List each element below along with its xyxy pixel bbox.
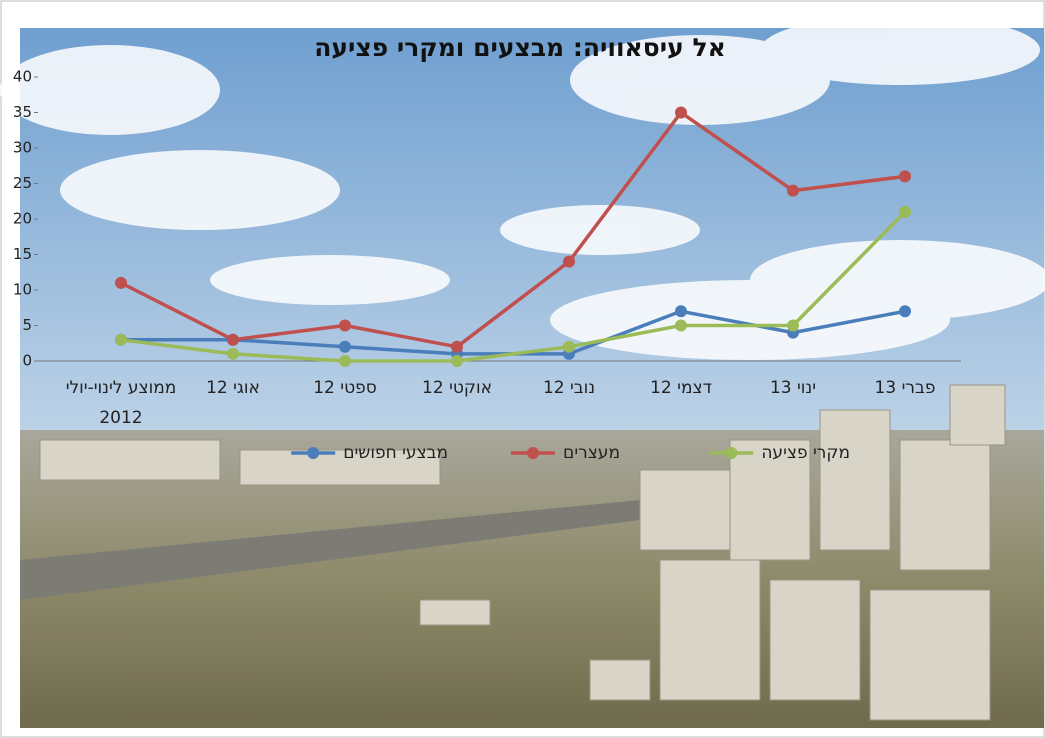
- y-tick-label: 10: [13, 281, 32, 299]
- chart: אל עיסאוויה: מבצעים ומקרי פציעה 0 5 10 15 20…: [0, 0, 1045, 738]
- point: [675, 320, 687, 332]
- legend-label: מבצעי חפושים: [343, 443, 448, 463]
- point: [563, 256, 575, 268]
- legend-swatch-dot: [307, 447, 319, 459]
- point: [339, 341, 351, 353]
- point: [563, 341, 575, 353]
- point: [339, 355, 351, 367]
- y-tick-label: 40: [13, 68, 32, 86]
- point: [787, 320, 799, 332]
- legend-label: מקרי פציעה: [761, 443, 850, 463]
- point: [899, 206, 911, 218]
- page: אל עיסאוויה: מבצעים ומקרי פציעה 0 5 10 15 20…: [0, 0, 1045, 738]
- y-tick-label: 35: [13, 103, 32, 121]
- y-tick-label: 5: [22, 316, 32, 334]
- x-tick-label: פברי 13: [835, 373, 975, 403]
- point: [899, 170, 911, 182]
- point: [675, 305, 687, 317]
- point: [339, 320, 351, 332]
- point: [115, 334, 127, 346]
- y-tick-label: 30: [13, 139, 32, 157]
- legend-label: מעצרים: [563, 443, 620, 463]
- point: [227, 334, 239, 346]
- chart-title: אל עיסאוויה: מבצעים ומקרי פציעה: [314, 33, 726, 62]
- legend-swatch-dot: [527, 447, 539, 459]
- y-tick-label: 15: [13, 245, 32, 263]
- point: [451, 355, 463, 367]
- point: [451, 341, 463, 353]
- point: [899, 305, 911, 317]
- point: [787, 185, 799, 197]
- point: [227, 348, 239, 360]
- point: [675, 107, 687, 119]
- y-tick-label: 0: [22, 352, 32, 370]
- y-tick-label: 20: [13, 210, 32, 228]
- y-tick-label: 25: [13, 174, 32, 192]
- legend-swatch-dot: [725, 447, 737, 459]
- point: [115, 277, 127, 289]
